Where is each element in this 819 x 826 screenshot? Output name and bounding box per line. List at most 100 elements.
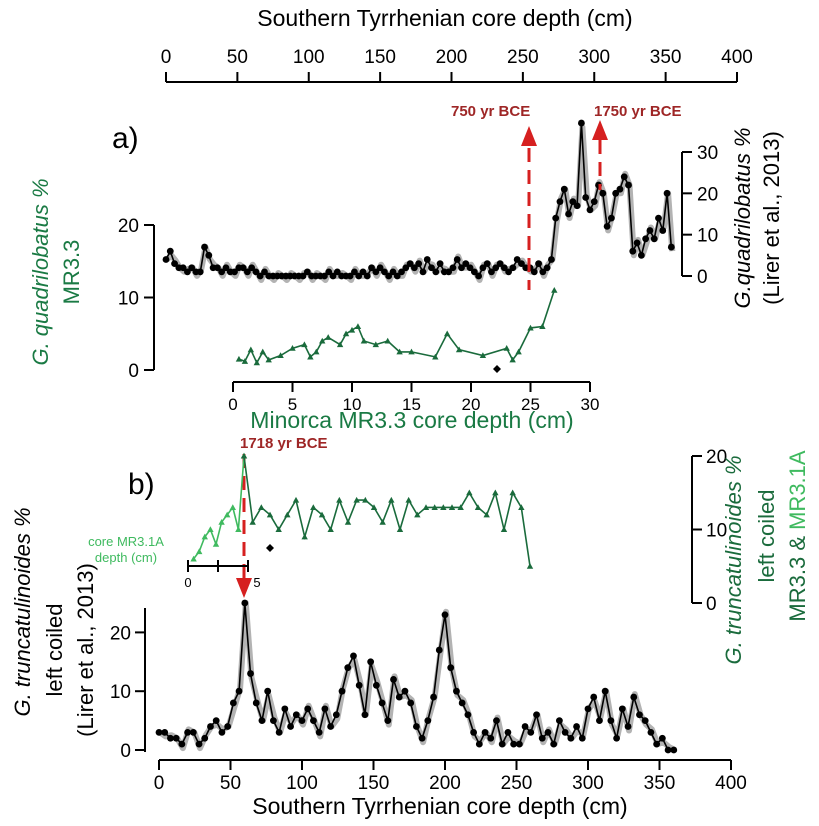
panel-a-mr33-point: [515, 348, 522, 355]
panel-a-1750bce-arrow: [592, 120, 608, 140]
panel-a-tyrrhenian-point: [406, 260, 414, 267]
panel-b-tyrrhenian-point: [430, 693, 437, 701]
panel-b-mr33-point: [344, 518, 352, 525]
panel-a-top-tick-label: 150: [364, 47, 396, 68]
panel-b-mr31a-point: [190, 555, 197, 562]
panel-b-tyrrhenian-point: [361, 711, 369, 719]
panel-a-mr33-point: [301, 341, 308, 348]
panel-b-tyrrhenian-point: [229, 699, 237, 707]
panel-a-tyrrhenian-points: [162, 119, 675, 280]
panel-b-tyrrhenian-point: [390, 676, 397, 683]
panel-a-mr33-point: [354, 323, 362, 330]
panel-a-tyrrhenian-point: [560, 185, 568, 193]
panel-b-mr33-point: [466, 489, 473, 496]
panel-a-tyrrhenian-point: [329, 272, 337, 280]
panel-b-mr33-point: [336, 496, 343, 503]
panel-a-mr33-point: [342, 330, 350, 337]
panel-a-mr33-point: [503, 345, 510, 351]
panel-b-mr33-point: [483, 511, 490, 518]
panel-a-mr33-point: [235, 355, 243, 362]
panel-a-bottom-tick-label: 30: [581, 395, 600, 414]
panel-a-tyrrhenian-point: [188, 264, 196, 272]
panel-a-tyrrhenian-point: [252, 268, 260, 276]
panel-a-tyrrhenian-point: [419, 268, 427, 276]
panel-b-mr33-point: [405, 496, 412, 503]
panel-a-bottom-tick-label: 10: [343, 395, 362, 414]
panel-b-inset-axis-title-1: core MR3.1A: [88, 534, 164, 549]
panel-a-mr33-point: [372, 341, 379, 348]
panel-b-tyrrhenian-point: [155, 728, 163, 736]
panel-b-mr31a-point: [196, 548, 203, 555]
panel-a-diamond-marker: [493, 365, 501, 373]
panel-a-tyrrhenian-point: [372, 268, 380, 276]
panel-b-tyrrhenian-point: [544, 728, 552, 736]
panel-b-tyrrhenian-point: [292, 711, 300, 719]
panel-a-tyrrhenian-point: [248, 264, 256, 272]
panel-a-tyrrhenian-point: [466, 264, 474, 272]
panel-b-left-tick-label: 20: [110, 623, 131, 644]
panel-a-bottom-tick-label: 0: [228, 395, 237, 414]
panel-b-tyrrhenian-point: [201, 734, 209, 742]
panel-b-tyrrhenian-point: [327, 723, 334, 730]
panel-a-tyrrhenian-point: [428, 264, 435, 272]
panel-a-tyrrhenian-point: [179, 264, 187, 272]
panel-a-tyrrhenian-point: [171, 260, 178, 267]
panel-a-left-axis-ticks: 0 10 20: [118, 216, 154, 382]
panel-b-right-axis-title-3a: MR3.3 &: [785, 530, 810, 622]
panel-b-tyrrhenian-point: [447, 664, 455, 672]
panel-a-top-axis-ticks: 0 50 100 150 200 250 300 350 400: [161, 47, 753, 82]
panel-b-mr33-point: [240, 452, 248, 459]
panel-b-mr33-point: [500, 526, 508, 533]
panel-b-bottom-tick-label: 150: [358, 773, 390, 794]
panel-a-bottom-tick-label: 5: [288, 395, 297, 414]
panel-b-tyrrhenian-point: [338, 687, 346, 695]
panel-b-tyrrhenian-point: [252, 699, 260, 707]
panel-a-tyrrhenian-point: [410, 264, 418, 272]
panel-b-mr33-point: [353, 496, 360, 503]
panel-b-mr33-point: [509, 489, 516, 496]
panel-b-tyrrhenian-point: [161, 728, 169, 736]
panel-b-right-axis-title-3: MR3.3 & MR3.1A: [785, 450, 810, 622]
panel-b-mr31a-point: [229, 504, 236, 511]
panel-b-tyrrhenian-point: [550, 740, 558, 748]
panel-a-tyrrhenian-point: [355, 272, 363, 280]
panel-a-tyrrhenian-point: [393, 272, 401, 280]
panel-a-tyrrhenian-point: [325, 268, 333, 276]
panel-b-tyrrhenian-point: [653, 740, 661, 748]
panel-a-tyrrhenian-point: [612, 189, 620, 197]
panel-b-tyrrhenian-point: [435, 646, 443, 654]
panel-a-left-axis-title-2: MR3.3: [59, 240, 84, 305]
panel-a-mr33-point: [319, 337, 326, 344]
panel-b-tyrrhenian-point: [172, 734, 180, 742]
panel-a-top-tick-label: 50: [227, 47, 248, 68]
panel-a-tyrrhenian-point: [642, 235, 650, 243]
panel-b-left-axis-ticks: 0 10 20: [110, 623, 145, 762]
panel-b-1718bce-arrow: [236, 578, 252, 598]
panel-a-tyrrhenian-point: [616, 185, 624, 193]
panel-a-top-tick-label: 200: [436, 47, 468, 68]
panel-a-mr33-point: [396, 348, 403, 355]
panel-a-tyrrhenian-point: [402, 264, 410, 272]
panel-a-mr33-point: [325, 334, 332, 340]
panel-a-tyrrhenian-point: [496, 260, 504, 267]
panel-b-mr33-point: [518, 504, 525, 511]
panel-b-mr33-point: [448, 504, 456, 511]
panel-a-mr33-point: [527, 324, 534, 331]
panel-a-tyrrhenian-point: [381, 268, 388, 276]
panel-a-tyrrhenian-point: [261, 268, 268, 276]
panel-b-tyrrhenian-point: [498, 740, 506, 748]
panel-a-tyrrhenian-point: [543, 264, 551, 272]
panel-a-mr33-point: [360, 337, 368, 344]
panel-b-tyrrhenian-point: [395, 693, 403, 701]
panel-b-inset-tick-label-0: 0: [184, 575, 191, 590]
panel-a-tyrrhenian-point: [655, 214, 662, 222]
panel-a-mr33-point: [277, 352, 284, 359]
panel-b-tyrrhenian-point: [332, 711, 340, 719]
panel-a-mr33-point: [479, 352, 487, 359]
panel-a-tyrrhenian-point: [346, 272, 354, 280]
panel-a-tyrrhenian-point: [509, 264, 517, 272]
panel-a-tyrrhenian-point: [368, 264, 375, 272]
panel-a-tyrrhenian-point: [539, 268, 547, 276]
panel-b-tyrrhenian-point: [647, 728, 655, 736]
